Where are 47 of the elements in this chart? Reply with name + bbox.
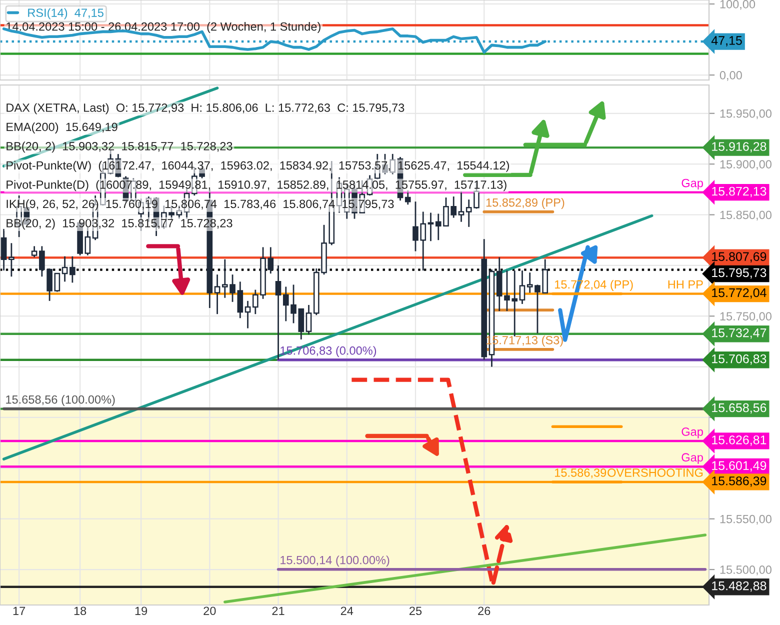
- x-tick-label: 19: [135, 606, 148, 616]
- x-tick-label: 26: [478, 606, 490, 616]
- x-tick-label: 25: [410, 606, 422, 616]
- annotation: Pivot-Punkte(D) (16007.89, 15949.81, 15910.97, 15852.89, 15814.05, 15755.97, 15717.13): [6, 180, 506, 192]
- ref-line-label: 15.482,88: [712, 581, 766, 592]
- y-tick-label: 15.900,00: [720, 160, 772, 170]
- annotation: Gap: [682, 178, 703, 190]
- annotation: 14.04.2023 15:00 - 26.04.2023 17:00 (2 Wochen, 1 Stunde): [6, 22, 320, 34]
- y-tick-label: 0,00: [720, 71, 742, 81]
- ref-line-label: 15.626,81: [712, 435, 766, 446]
- annotation: Gap: [682, 453, 703, 464]
- ref-line-label: 15.586,39: [712, 476, 766, 487]
- y-tick-label: 15.500,00: [720, 566, 772, 576]
- ref-line-label: 15.706,83: [712, 354, 766, 365]
- annotation: 15.658,56 (100.00%): [6, 395, 115, 406]
- y-tick-label: 15.850,00: [720, 210, 772, 221]
- annotation: 15.852,89 (PP): [486, 198, 564, 210]
- x-tick-label: 21: [272, 606, 284, 615]
- ref-line-label: 15.732,47: [712, 328, 766, 339]
- annotation: Gap: [682, 428, 703, 438]
- ref-line-label: 15.795,73: [712, 268, 766, 279]
- annotation: OVERSHOOTING: [608, 468, 703, 477]
- ref-line-label: 15.601,49: [712, 461, 766, 472]
- y-tick-label: 100,00: [720, 0, 756, 10]
- y-tick-label: 15.550,00: [720, 514, 772, 525]
- annotation: HH PP: [668, 280, 703, 289]
- annotation: 15.586,39: [555, 468, 606, 478]
- x-tick-label: 17: [13, 606, 26, 615]
- ref-line-label: 15.658,56: [712, 403, 766, 414]
- ref-line-label: 15.916,28: [712, 142, 766, 152]
- ref-line-label: 15.807,69: [712, 252, 766, 262]
- legend-label: RSI(14) 47,15: [28, 8, 104, 20]
- x-tick-label: 24: [340, 606, 354, 615]
- annotation: Pivot-Punkte(W) (16172.47, 16044.37, 15963.02, 15834.92, 15753.57, 15625.47, 15544.12): [6, 160, 510, 172]
- ref-line-label: 15.872,13: [712, 186, 766, 198]
- ref-line-label: 15.772,04: [712, 288, 766, 299]
- x-tick-label: 20: [204, 606, 216, 616]
- x-tick-label: 18: [74, 606, 86, 616]
- ref-line-label: 47,15: [711, 36, 742, 46]
- annotation: EMA(200) 15.649,19: [6, 122, 118, 134]
- annotation: DAX (XETRA, Last) O: 15.772,93 H: 15.806,06 L: 15.772,63 C: 15.795,73: [6, 103, 404, 114]
- annotation: 15.500,14 (100.00%): [280, 556, 390, 567]
- annotation: IKH(9, 26, 52, 26) 15.760,19 15.806,74 15.783,46 15.806,74 15.795,73: [6, 199, 394, 210]
- y-tick-label: 15.750,00: [720, 312, 772, 322]
- y-tick-label: 15.950,00: [720, 109, 772, 120]
- annotation: BB(20, 2) 15.903,32 15.815,77 15.728,23: [6, 218, 232, 230]
- annotation: BB(20, 2) 15.903,32 15.815,77 15.728,23: [6, 142, 232, 153]
